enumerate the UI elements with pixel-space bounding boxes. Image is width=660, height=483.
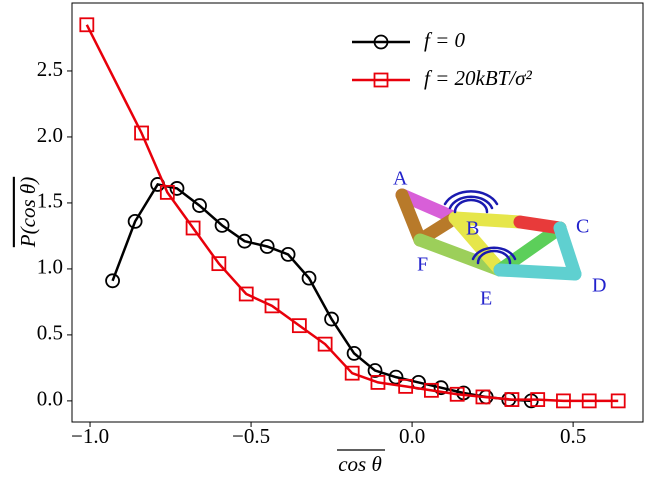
marker xyxy=(610,393,626,409)
marker xyxy=(264,298,280,314)
annotation: A xyxy=(393,168,408,190)
plot-frame xyxy=(71,2,644,423)
annotation: E xyxy=(480,288,492,310)
y-tick-label: 0.0 xyxy=(37,387,63,411)
marker xyxy=(424,382,439,398)
inset-molecule xyxy=(395,188,582,281)
series-line xyxy=(111,183,532,403)
legend-label: f = 0 xyxy=(424,28,466,52)
bond xyxy=(395,188,462,225)
bond xyxy=(395,188,427,247)
annotation: C xyxy=(576,216,589,238)
annotation: B xyxy=(466,218,479,240)
marker xyxy=(259,239,275,254)
marker xyxy=(344,365,360,381)
legend-marker xyxy=(373,72,389,88)
marker xyxy=(449,386,465,402)
y-tick-label: 1.0 xyxy=(37,255,63,279)
y-tick-label: 2.0 xyxy=(37,123,63,147)
x-tick-label: 0.0 xyxy=(399,424,425,448)
marker xyxy=(317,336,333,352)
marker xyxy=(159,184,175,200)
marker xyxy=(367,363,383,378)
x-tick-label: 0.5 xyxy=(560,424,586,448)
x-tick-label: −1.0 xyxy=(71,424,109,448)
arc xyxy=(443,190,499,214)
bond xyxy=(553,221,582,281)
marker xyxy=(388,369,404,385)
marker xyxy=(530,392,546,407)
marker xyxy=(581,393,597,409)
marker xyxy=(280,246,296,262)
y-tick-label: 0.5 xyxy=(37,321,63,345)
y-axis-label: P(cos θ) xyxy=(16,177,40,248)
marker xyxy=(192,198,207,213)
arc xyxy=(471,246,517,265)
marker xyxy=(324,311,339,327)
marker xyxy=(214,217,230,233)
marker xyxy=(370,375,386,390)
marker xyxy=(238,286,254,302)
marker xyxy=(475,389,491,405)
marker xyxy=(105,273,120,289)
marker xyxy=(504,392,520,407)
x-tick-label: −0.5 xyxy=(232,424,270,448)
bond xyxy=(493,263,582,281)
bond xyxy=(513,215,567,235)
y-tick-label: 1.5 xyxy=(37,189,63,213)
marker xyxy=(185,220,201,236)
marker xyxy=(398,378,414,394)
legend-marker xyxy=(373,34,389,50)
legend-label: f = 20kBT/σ² xyxy=(424,66,533,90)
annotation: D xyxy=(592,275,606,297)
marker xyxy=(433,380,449,396)
bond xyxy=(413,233,507,277)
marker xyxy=(301,270,317,286)
marker xyxy=(346,345,362,361)
marker xyxy=(79,17,95,33)
marker xyxy=(556,393,571,409)
x-axis-label: cos θ xyxy=(338,452,382,476)
marker xyxy=(291,318,307,334)
marker xyxy=(237,233,253,249)
bond xyxy=(448,211,527,229)
marker xyxy=(127,214,143,229)
y-tick-label: 2.5 xyxy=(37,57,63,81)
marker xyxy=(169,181,185,196)
marker xyxy=(134,125,149,141)
annotation: F xyxy=(417,254,428,276)
marker xyxy=(211,256,227,272)
bond xyxy=(448,211,507,277)
